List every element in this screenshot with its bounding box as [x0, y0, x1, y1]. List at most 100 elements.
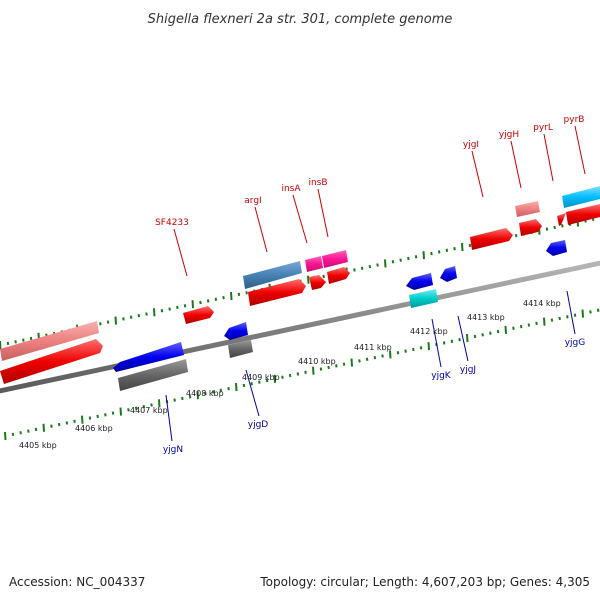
ruler-tick	[422, 251, 425, 260]
gene-label: yjgD	[248, 420, 269, 430]
ruler-tick	[29, 336, 33, 341]
gene-feature-pyrB[interactable]	[562, 186, 600, 208]
ruler-tick	[81, 415, 84, 424]
ruler-tick	[88, 416, 92, 420]
ruler-tick	[235, 382, 238, 392]
genome-backbone	[0, 260, 600, 394]
gene-feature-arrow[interactable]	[248, 279, 306, 306]
ruler-tick	[288, 373, 292, 378]
ruler-tick	[127, 408, 130, 412]
gene-feature-arrow[interactable]	[440, 266, 457, 282]
ruler-tick	[545, 227, 549, 231]
gene-label: insA	[281, 184, 301, 194]
ruler-tick	[173, 398, 176, 402]
gene-label: SF4233	[155, 218, 189, 228]
gene-leader-line	[245, 369, 260, 417]
ruler-tick	[134, 406, 138, 410]
gene-feature-yjgD[interactable]	[224, 322, 248, 340]
gene-feature-arrow[interactable]	[327, 267, 350, 284]
ruler-tick	[453, 247, 456, 251]
ruler-tick	[445, 248, 449, 252]
ruler-tick	[412, 347, 415, 352]
ruler-tick	[158, 399, 161, 408]
ruler-tick	[111, 411, 115, 415]
ruler-tick	[512, 326, 515, 330]
ruler-tick	[196, 391, 199, 400]
ruler-tick	[384, 259, 387, 268]
ruler-tick	[481, 333, 484, 337]
ruler-tick	[396, 351, 400, 355]
ruler-tick	[50, 424, 53, 428]
gene-feature-arrow[interactable]	[519, 219, 542, 236]
gene-feature-arrow[interactable]	[309, 275, 326, 290]
ruler-tick	[519, 324, 523, 329]
gene-features	[0, 186, 600, 391]
gene-feature-arrow[interactable]	[0, 321, 99, 361]
gene-labels: SF4233 argI insA insB yjgI yjgH pyrL pyrB yjgN yj…	[155, 115, 586, 455]
kbp-label: 4411 kbp	[354, 343, 392, 352]
ruler-tick	[211, 390, 215, 394]
gene-feature-insB[interactable]	[322, 250, 348, 268]
ruler-tick	[265, 378, 269, 383]
ruler-tick	[304, 370, 307, 375]
kbp-label: 4410 kbp	[298, 357, 336, 366]
gene-feature-arrow[interactable]	[183, 306, 214, 324]
kbp-label: 4405 kbp	[19, 441, 57, 450]
gene-label: yjgN	[163, 445, 183, 455]
ruler-tick	[335, 364, 338, 368]
ruler-tick	[566, 315, 569, 319]
gene-label: yjgI	[463, 140, 479, 150]
ruler-tick	[104, 413, 107, 417]
ruler-tick	[281, 375, 284, 379]
ruler-tick	[214, 297, 218, 301]
ruler-tick	[427, 342, 430, 351]
gene-label: yjgH	[499, 130, 519, 140]
gene-feature-yjgG[interactable]	[546, 240, 567, 256]
gene-feature-yjgN[interactable]	[113, 342, 184, 372]
ruler-tick	[296, 372, 300, 376]
gene-feature-argI[interactable]	[243, 261, 302, 289]
gene-feature-arrow[interactable]	[118, 359, 188, 391]
ruler-tick	[450, 339, 454, 343]
gene-feature-arrow[interactable]	[228, 340, 253, 358]
gene-label: pyrB	[564, 115, 585, 125]
ruler-tick	[22, 338, 25, 342]
ruler-tick	[535, 321, 538, 326]
ruler-tick	[191, 300, 194, 309]
kbp-label: 4414 kbp	[523, 299, 561, 308]
gene-leader-line	[457, 315, 469, 362]
ruler-tick	[57, 422, 61, 427]
ruler-tick	[407, 256, 410, 261]
gene-feature-yjgK[interactable]	[409, 289, 438, 308]
gene-leader-line	[317, 188, 329, 238]
gene-leader-line	[165, 394, 173, 442]
gene-feature-insA[interactable]	[305, 256, 323, 272]
gene-label: yjgK	[431, 371, 452, 381]
ruler-tick	[543, 317, 546, 326]
ruler-tick	[27, 429, 30, 433]
accession-text: Accession: NC_004337	[9, 575, 145, 589]
ruler-tick	[360, 266, 364, 270]
gene-feature-yjgH[interactable]	[515, 201, 540, 217]
kbp-labels: 4405 kbp 4406 kbp 4407 kbp 4408 kbp 4409 kbp…	[19, 299, 561, 450]
gene-feature-yjgI[interactable]	[470, 228, 513, 250]
ruler-tick	[183, 304, 187, 308]
ruler-tick	[122, 317, 125, 321]
ruler-tick	[414, 255, 418, 259]
gene-leader-line	[510, 140, 522, 189]
gene-feature-pyrL[interactable]	[557, 213, 566, 226]
ruler-tick	[468, 243, 472, 248]
gene-feature-arrow[interactable]	[406, 273, 433, 290]
ruler-tick	[160, 309, 164, 313]
ruler-tick	[327, 365, 330, 370]
gene-feature-arrow[interactable]	[566, 204, 600, 225]
ruler-tick	[176, 305, 179, 310]
ruler-tick	[473, 334, 477, 339]
ruler-tick	[342, 362, 346, 366]
kbp-label: 4407 kbp	[130, 406, 168, 415]
gene-feature-arrow[interactable]	[0, 339, 103, 384]
gene-label: argI	[244, 196, 261, 206]
ruler-tick	[145, 312, 148, 316]
gene-label: yjgG	[565, 338, 586, 348]
